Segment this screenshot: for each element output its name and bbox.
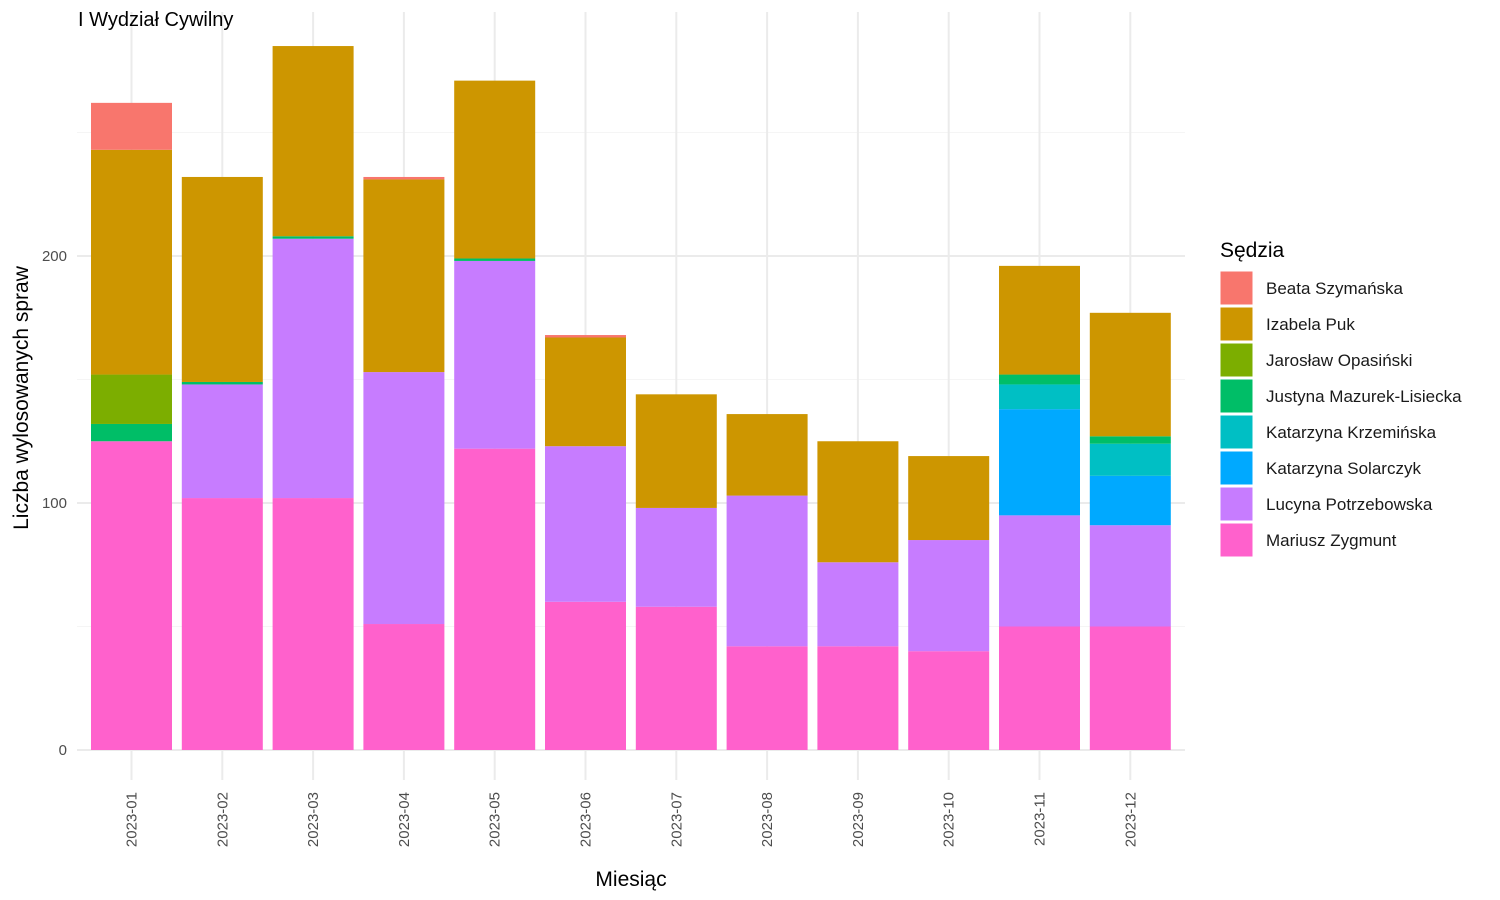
- x-tick-label: 2023-05: [487, 792, 504, 847]
- x-tick-label: 2023-09: [850, 792, 867, 847]
- bar-segment: [272, 236, 354, 239]
- bar-segment: [999, 409, 1080, 516]
- legend-key: [1219, 342, 1254, 378]
- x-tick-label: 2023-01: [124, 792, 141, 847]
- bar-segment: [545, 335, 626, 338]
- x-tick-label: 2023-12: [1122, 792, 1139, 847]
- legend-label: Katarzyna Krzemińska: [1266, 423, 1437, 442]
- legend-key: [1219, 414, 1254, 450]
- y-axis-title: Liczba wylosowanych spraw: [10, 265, 33, 530]
- y-tick-label: 100: [42, 495, 67, 512]
- bar-segment: [1089, 312, 1171, 437]
- x-tick-label: 2023-11: [1032, 792, 1049, 846]
- bar-segment: [363, 624, 445, 750]
- bar-segment: [635, 394, 717, 508]
- bar-segment: [454, 260, 536, 449]
- bar-segment: [908, 651, 990, 750]
- bar-segment: [908, 456, 990, 541]
- bar-segment: [726, 646, 808, 750]
- bar-segment: [545, 601, 626, 750]
- bar-segment: [1089, 443, 1171, 476]
- x-axis-title: Miesiąc: [595, 868, 666, 891]
- bar-segment: [91, 102, 172, 150]
- bar-segment: [1089, 525, 1171, 627]
- bar-segment: [363, 176, 445, 180]
- bar-segment: [1089, 436, 1171, 444]
- bar-segment: [91, 149, 172, 375]
- x-tick-label: 2023-02: [214, 792, 231, 847]
- bar-segment: [726, 414, 808, 496]
- x-tick-label: 2023-08: [759, 792, 776, 847]
- legend-key: [1219, 486, 1254, 522]
- bar-segment: [181, 381, 263, 385]
- bar-segment: [635, 606, 717, 750]
- bar-segment: [908, 540, 990, 652]
- bar-segment: [817, 441, 899, 563]
- bar-segment: [817, 646, 899, 750]
- bar-segment: [272, 238, 354, 499]
- bar-segment: [363, 372, 445, 625]
- axes: 0 100 200 2023-01 2023-02 2023-03 2023-04 2023-…: [42, 248, 1139, 847]
- bar-segment: [181, 176, 263, 382]
- bar-segment: [91, 423, 172, 442]
- bar-segment: [999, 384, 1080, 410]
- bar-segment: [726, 495, 808, 647]
- legend: Sędzia Beata Szymańska Izabela Puk Jarosła…: [1219, 239, 1462, 558]
- bar-segment: [635, 507, 717, 607]
- bar-segment: [454, 258, 536, 261]
- bar-segment: [272, 498, 354, 750]
- x-tick-label: 2023-03: [305, 792, 322, 847]
- y-tick-label: 200: [42, 248, 67, 265]
- x-tick-label: 2023-10: [941, 792, 958, 847]
- bar-segment: [181, 384, 263, 499]
- bar-segment: [999, 626, 1080, 750]
- chart-title: I Wydział Cywilny: [78, 9, 233, 31]
- legend-key: [1219, 378, 1254, 414]
- bar-segment: [91, 374, 172, 424]
- bar-segment: [999, 265, 1080, 375]
- bar-segment: [1089, 475, 1171, 526]
- bar-segment: [181, 498, 263, 750]
- legend-label: Justyna Mazurek-Lisiecka: [1266, 387, 1462, 406]
- bar-segment: [454, 80, 536, 259]
- x-tick-label: 2023-04: [396, 792, 413, 847]
- bars: [91, 46, 1171, 750]
- legend-key: [1219, 450, 1254, 486]
- legend-title: Sędzia: [1220, 239, 1285, 262]
- legend-label: Lucyna Potrzebowska: [1266, 495, 1433, 514]
- legend-key: [1219, 306, 1254, 342]
- legend-key: [1219, 522, 1254, 558]
- bar-segment: [545, 446, 626, 602]
- bar-segment: [817, 562, 899, 647]
- bar-segment: [999, 515, 1080, 627]
- bar-segment: [454, 448, 536, 750]
- y-tick-label: 0: [59, 742, 67, 759]
- x-tick-label: 2023-06: [578, 792, 595, 847]
- legend-key: [1219, 270, 1254, 306]
- bar-segment: [363, 179, 445, 373]
- bar-segment: [999, 374, 1080, 385]
- x-tick-label: 2023-07: [668, 792, 685, 847]
- legend-label: Beata Szymańska: [1266, 279, 1404, 298]
- bar-segment: [91, 441, 172, 750]
- legend-label: Izabela Puk: [1266, 315, 1355, 334]
- bar-segment: [272, 46, 354, 237]
- legend-label: Katarzyna Solarczyk: [1266, 459, 1421, 478]
- legend-label: Mariusz Zygmunt: [1266, 531, 1397, 550]
- legend-label: Jarosław Opasiński: [1266, 351, 1412, 370]
- bar-segment: [1089, 626, 1171, 750]
- bar-segment: [545, 337, 626, 447]
